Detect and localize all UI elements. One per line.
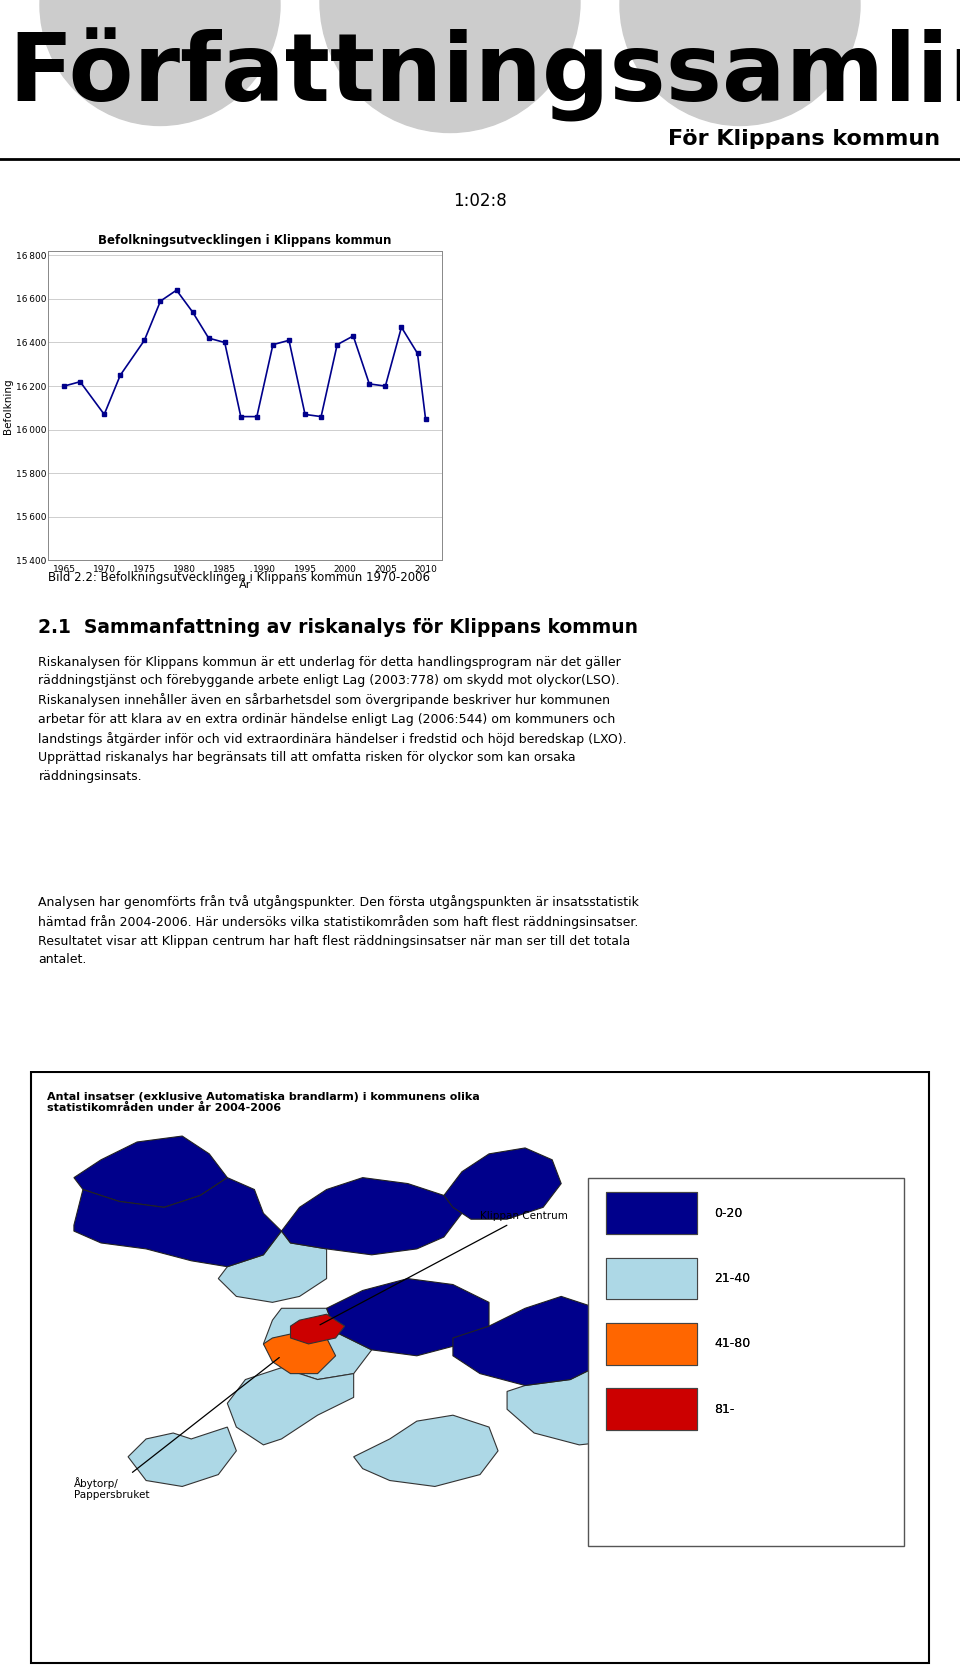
Polygon shape bbox=[624, 1380, 787, 1481]
Text: Riskanalysen för Klippans kommun är ett underlag för detta handlingsprogram när : Riskanalysen för Klippans kommun är ett … bbox=[38, 656, 627, 783]
Title: Befolkningsutvecklingen i Klippans kommun: Befolkningsutvecklingen i Klippans kommu… bbox=[98, 234, 392, 248]
FancyBboxPatch shape bbox=[607, 1323, 697, 1365]
Polygon shape bbox=[444, 1148, 562, 1220]
Polygon shape bbox=[74, 1178, 281, 1266]
Polygon shape bbox=[453, 1297, 615, 1385]
Text: Klippan Centrum: Klippan Centrum bbox=[320, 1211, 568, 1325]
Polygon shape bbox=[281, 1178, 462, 1255]
Polygon shape bbox=[228, 1369, 353, 1445]
Text: 81-: 81- bbox=[714, 1402, 735, 1415]
Text: Analysen har genomförts från två utgångspunkter. Den första utgångspunkten är in: Analysen har genomförts från två utgångs… bbox=[38, 895, 639, 965]
Text: För Klippans kommun: För Klippans kommun bbox=[668, 129, 940, 149]
Text: 0-20: 0-20 bbox=[714, 1206, 743, 1220]
Text: 81-: 81- bbox=[714, 1402, 735, 1415]
Polygon shape bbox=[218, 1231, 326, 1302]
Text: Författningssamling: Författningssamling bbox=[8, 28, 960, 122]
FancyBboxPatch shape bbox=[588, 1178, 904, 1546]
Text: 21-40: 21-40 bbox=[714, 1271, 751, 1285]
Polygon shape bbox=[263, 1308, 372, 1380]
Polygon shape bbox=[128, 1427, 236, 1487]
Circle shape bbox=[40, 0, 280, 125]
X-axis label: År: År bbox=[239, 581, 251, 591]
Text: 2.1  Sammanfattning av riskanalys för Klippans kommun: 2.1 Sammanfattning av riskanalys för Kli… bbox=[38, 617, 638, 637]
FancyBboxPatch shape bbox=[607, 1258, 697, 1300]
Polygon shape bbox=[74, 1136, 228, 1208]
Polygon shape bbox=[326, 1278, 489, 1355]
FancyBboxPatch shape bbox=[607, 1323, 697, 1365]
Polygon shape bbox=[507, 1355, 697, 1445]
FancyBboxPatch shape bbox=[607, 1193, 697, 1235]
Text: 41-80: 41-80 bbox=[714, 1337, 751, 1350]
Circle shape bbox=[320, 0, 580, 132]
FancyBboxPatch shape bbox=[31, 1072, 929, 1663]
Text: 0-20: 0-20 bbox=[714, 1206, 743, 1220]
Polygon shape bbox=[263, 1332, 336, 1374]
Text: Bild 2.2: Befolkningsutvecklingen i Klippans kommun 1970-2006: Bild 2.2: Befolkningsutvecklingen i Klip… bbox=[48, 570, 430, 584]
FancyBboxPatch shape bbox=[607, 1389, 697, 1430]
Polygon shape bbox=[291, 1315, 345, 1343]
Y-axis label: Befolkning: Befolkning bbox=[3, 378, 13, 433]
FancyBboxPatch shape bbox=[607, 1389, 697, 1430]
Text: 41-80: 41-80 bbox=[714, 1337, 751, 1350]
Text: 1:02:8: 1:02:8 bbox=[453, 192, 507, 209]
Text: Antal insatser (exklusive Automatiska brandlarm) i kommunens olika
statistikområ: Antal insatser (exklusive Automatiska br… bbox=[47, 1091, 480, 1113]
Text: 21-40: 21-40 bbox=[714, 1271, 751, 1285]
Polygon shape bbox=[353, 1415, 498, 1487]
FancyBboxPatch shape bbox=[607, 1258, 697, 1300]
Text: Åbytorp/
Pappersbruket: Åbytorp/ Pappersbruket bbox=[74, 1357, 279, 1501]
Circle shape bbox=[620, 0, 860, 125]
FancyBboxPatch shape bbox=[607, 1193, 697, 1235]
